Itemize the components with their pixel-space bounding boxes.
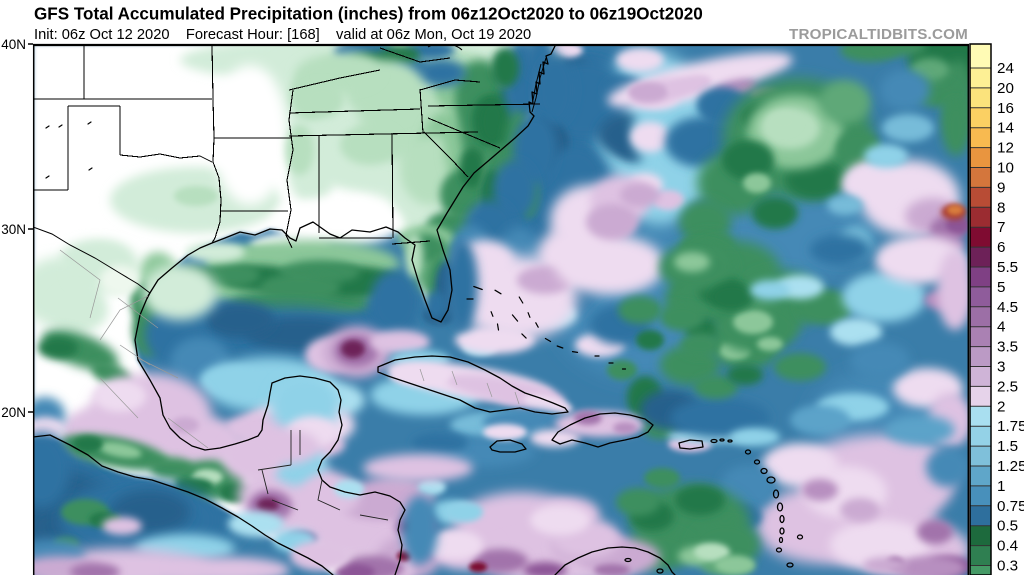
svg-text:2: 2 xyxy=(997,398,1005,415)
svg-text:30N: 30N xyxy=(1,222,26,237)
svg-text:GFS Total Accumulated Precipit: GFS Total Accumulated Precipitation (inc… xyxy=(34,5,703,24)
svg-text:Init: 06z Oct 12 2020 Forec: Init: 06z Oct 12 2020 Forecast Hour: [16… xyxy=(34,27,531,43)
svg-text:24: 24 xyxy=(997,60,1014,77)
svg-text:0.75: 0.75 xyxy=(997,498,1024,515)
svg-text:9: 9 xyxy=(997,179,1005,196)
svg-text:1.5: 1.5 xyxy=(997,438,1018,455)
svg-text:3.5: 3.5 xyxy=(997,339,1018,356)
svg-text:14: 14 xyxy=(997,120,1014,137)
svg-text:5.5: 5.5 xyxy=(997,259,1018,276)
svg-text:4.5: 4.5 xyxy=(997,299,1018,316)
svg-text:0.3: 0.3 xyxy=(997,558,1018,575)
svg-text:0.5: 0.5 xyxy=(997,518,1018,535)
svg-text:20N: 20N xyxy=(1,405,26,420)
svg-text:5: 5 xyxy=(997,279,1005,296)
svg-text:4: 4 xyxy=(997,319,1005,336)
svg-text:40N: 40N xyxy=(1,37,26,52)
svg-text:3: 3 xyxy=(997,359,1005,376)
svg-text:2.5: 2.5 xyxy=(997,378,1018,395)
svg-text:6: 6 xyxy=(997,239,1005,256)
svg-text:20: 20 xyxy=(997,80,1014,97)
svg-text:1.75: 1.75 xyxy=(997,418,1024,435)
svg-text:TROPICALTIDBITS.COM: TROPICALTIDBITS.COM xyxy=(789,26,968,43)
svg-text:1: 1 xyxy=(997,478,1005,495)
svg-text:8: 8 xyxy=(997,199,1005,216)
svg-text:12: 12 xyxy=(997,140,1014,157)
svg-text:10: 10 xyxy=(997,160,1014,177)
svg-text:16: 16 xyxy=(997,100,1014,117)
svg-text:0.4: 0.4 xyxy=(997,538,1018,555)
svg-text:7: 7 xyxy=(997,219,1005,236)
svg-text:1.25: 1.25 xyxy=(997,458,1024,475)
